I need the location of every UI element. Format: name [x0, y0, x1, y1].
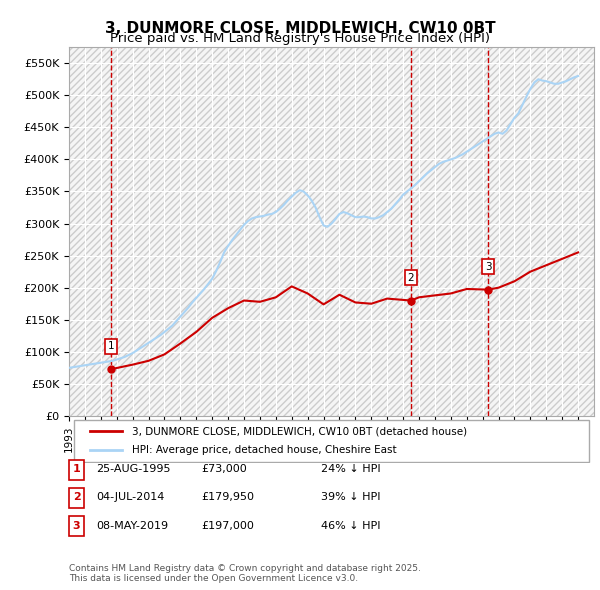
Text: 3, DUNMORE CLOSE, MIDDLEWICH, CW10 0BT (detached house): 3, DUNMORE CLOSE, MIDDLEWICH, CW10 0BT (… — [132, 427, 467, 436]
Text: 25-AUG-1995: 25-AUG-1995 — [96, 464, 170, 474]
FancyBboxPatch shape — [74, 420, 589, 463]
Text: 2: 2 — [73, 493, 80, 502]
Text: 39% ↓ HPI: 39% ↓ HPI — [321, 493, 380, 502]
Text: 3: 3 — [73, 521, 80, 530]
Text: 3, DUNMORE CLOSE, MIDDLEWICH, CW10 0BT: 3, DUNMORE CLOSE, MIDDLEWICH, CW10 0BT — [104, 21, 496, 35]
Text: 24% ↓ HPI: 24% ↓ HPI — [321, 464, 380, 474]
Text: HPI: Average price, detached house, Cheshire East: HPI: Average price, detached house, Ches… — [132, 445, 397, 455]
Text: Contains HM Land Registry data © Crown copyright and database right 2025.
This d: Contains HM Land Registry data © Crown c… — [69, 563, 421, 583]
Text: 2: 2 — [408, 273, 415, 283]
Text: Price paid vs. HM Land Registry's House Price Index (HPI): Price paid vs. HM Land Registry's House … — [110, 32, 490, 45]
Text: 1: 1 — [108, 341, 115, 351]
Text: 1: 1 — [73, 464, 80, 474]
Text: 04-JUL-2014: 04-JUL-2014 — [96, 493, 164, 502]
Text: 08-MAY-2019: 08-MAY-2019 — [96, 521, 168, 530]
Text: £73,000: £73,000 — [201, 464, 247, 474]
Text: 3: 3 — [485, 261, 491, 271]
Text: £197,000: £197,000 — [201, 521, 254, 530]
Text: 46% ↓ HPI: 46% ↓ HPI — [321, 521, 380, 530]
Text: £179,950: £179,950 — [201, 493, 254, 502]
